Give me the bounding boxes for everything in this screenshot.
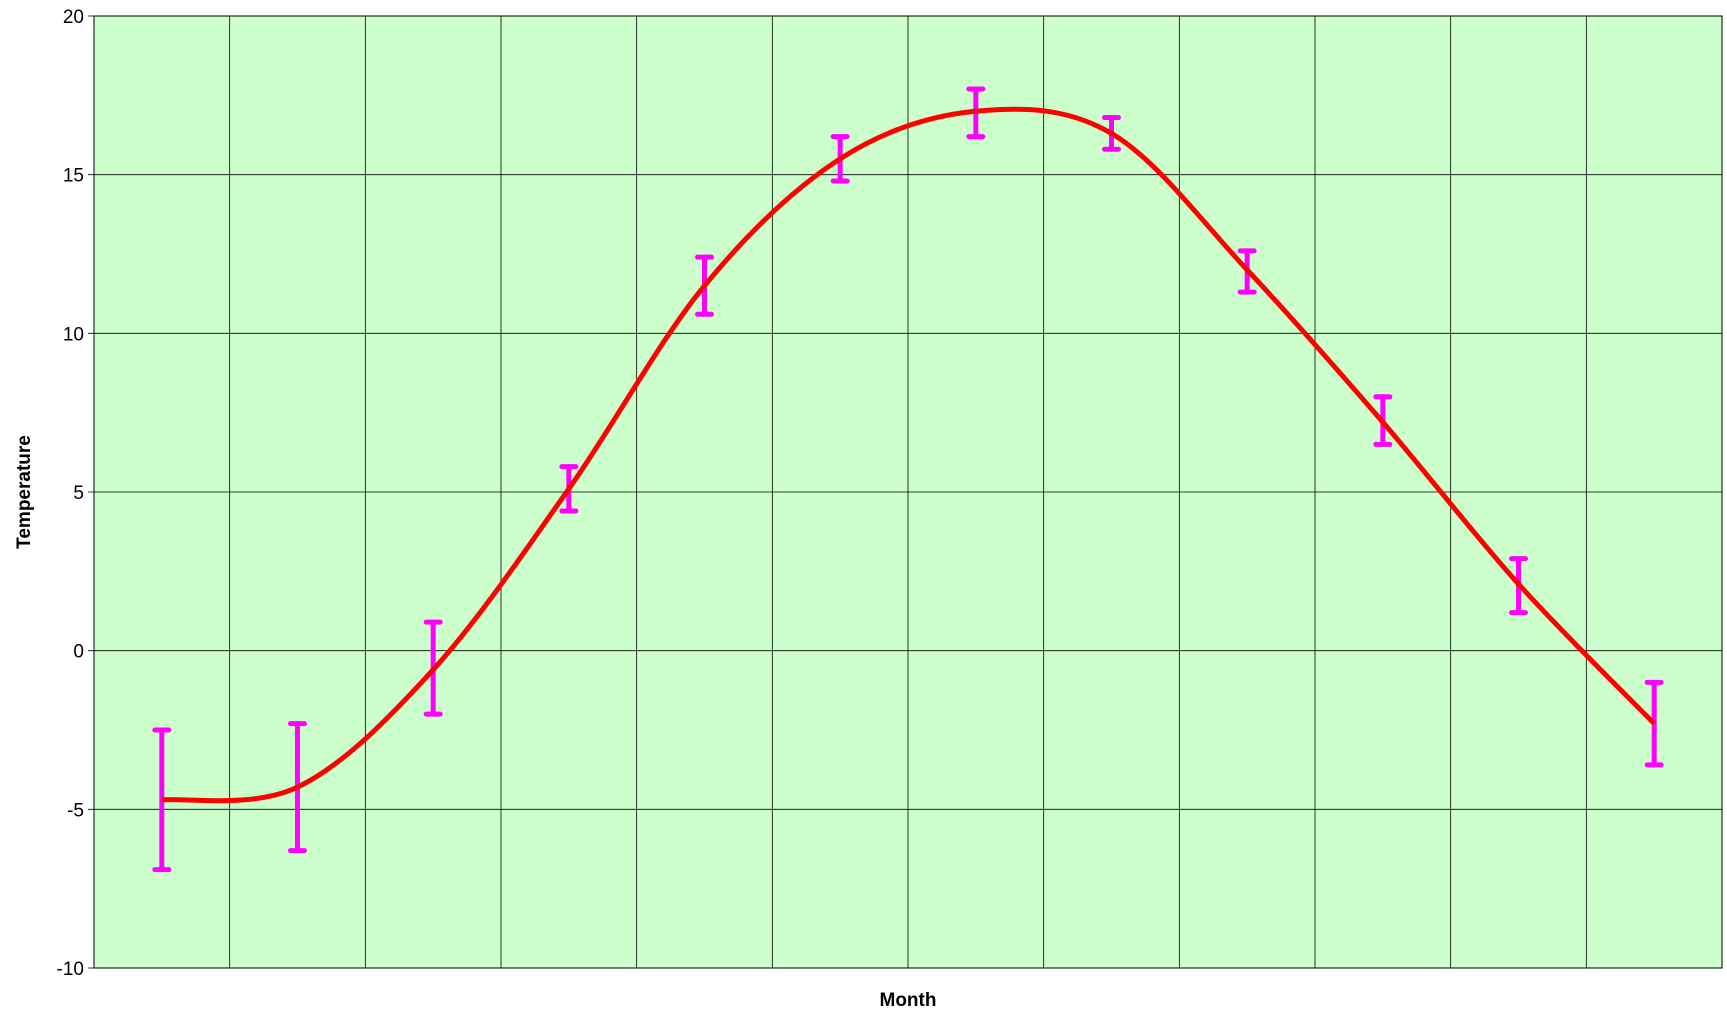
y-tick-label: 15 — [63, 166, 84, 187]
y-tick-label: -10 — [57, 959, 84, 980]
y-tick-label: 5 — [73, 483, 84, 504]
x-axis-title: Month — [880, 990, 937, 1011]
y-tick-label: 10 — [63, 324, 84, 345]
y-tick-labels: 20 15 10 5 0 -5 -10 — [57, 7, 84, 980]
y-tick-label: 20 — [63, 7, 84, 28]
y-axis-title: Temperature — [14, 435, 35, 549]
temperature-line — [161, 106, 1656, 804]
y-tick-label: 0 — [73, 642, 84, 663]
y-tick-label: -5 — [67, 800, 84, 821]
gridlines — [88, 15, 1722, 969]
